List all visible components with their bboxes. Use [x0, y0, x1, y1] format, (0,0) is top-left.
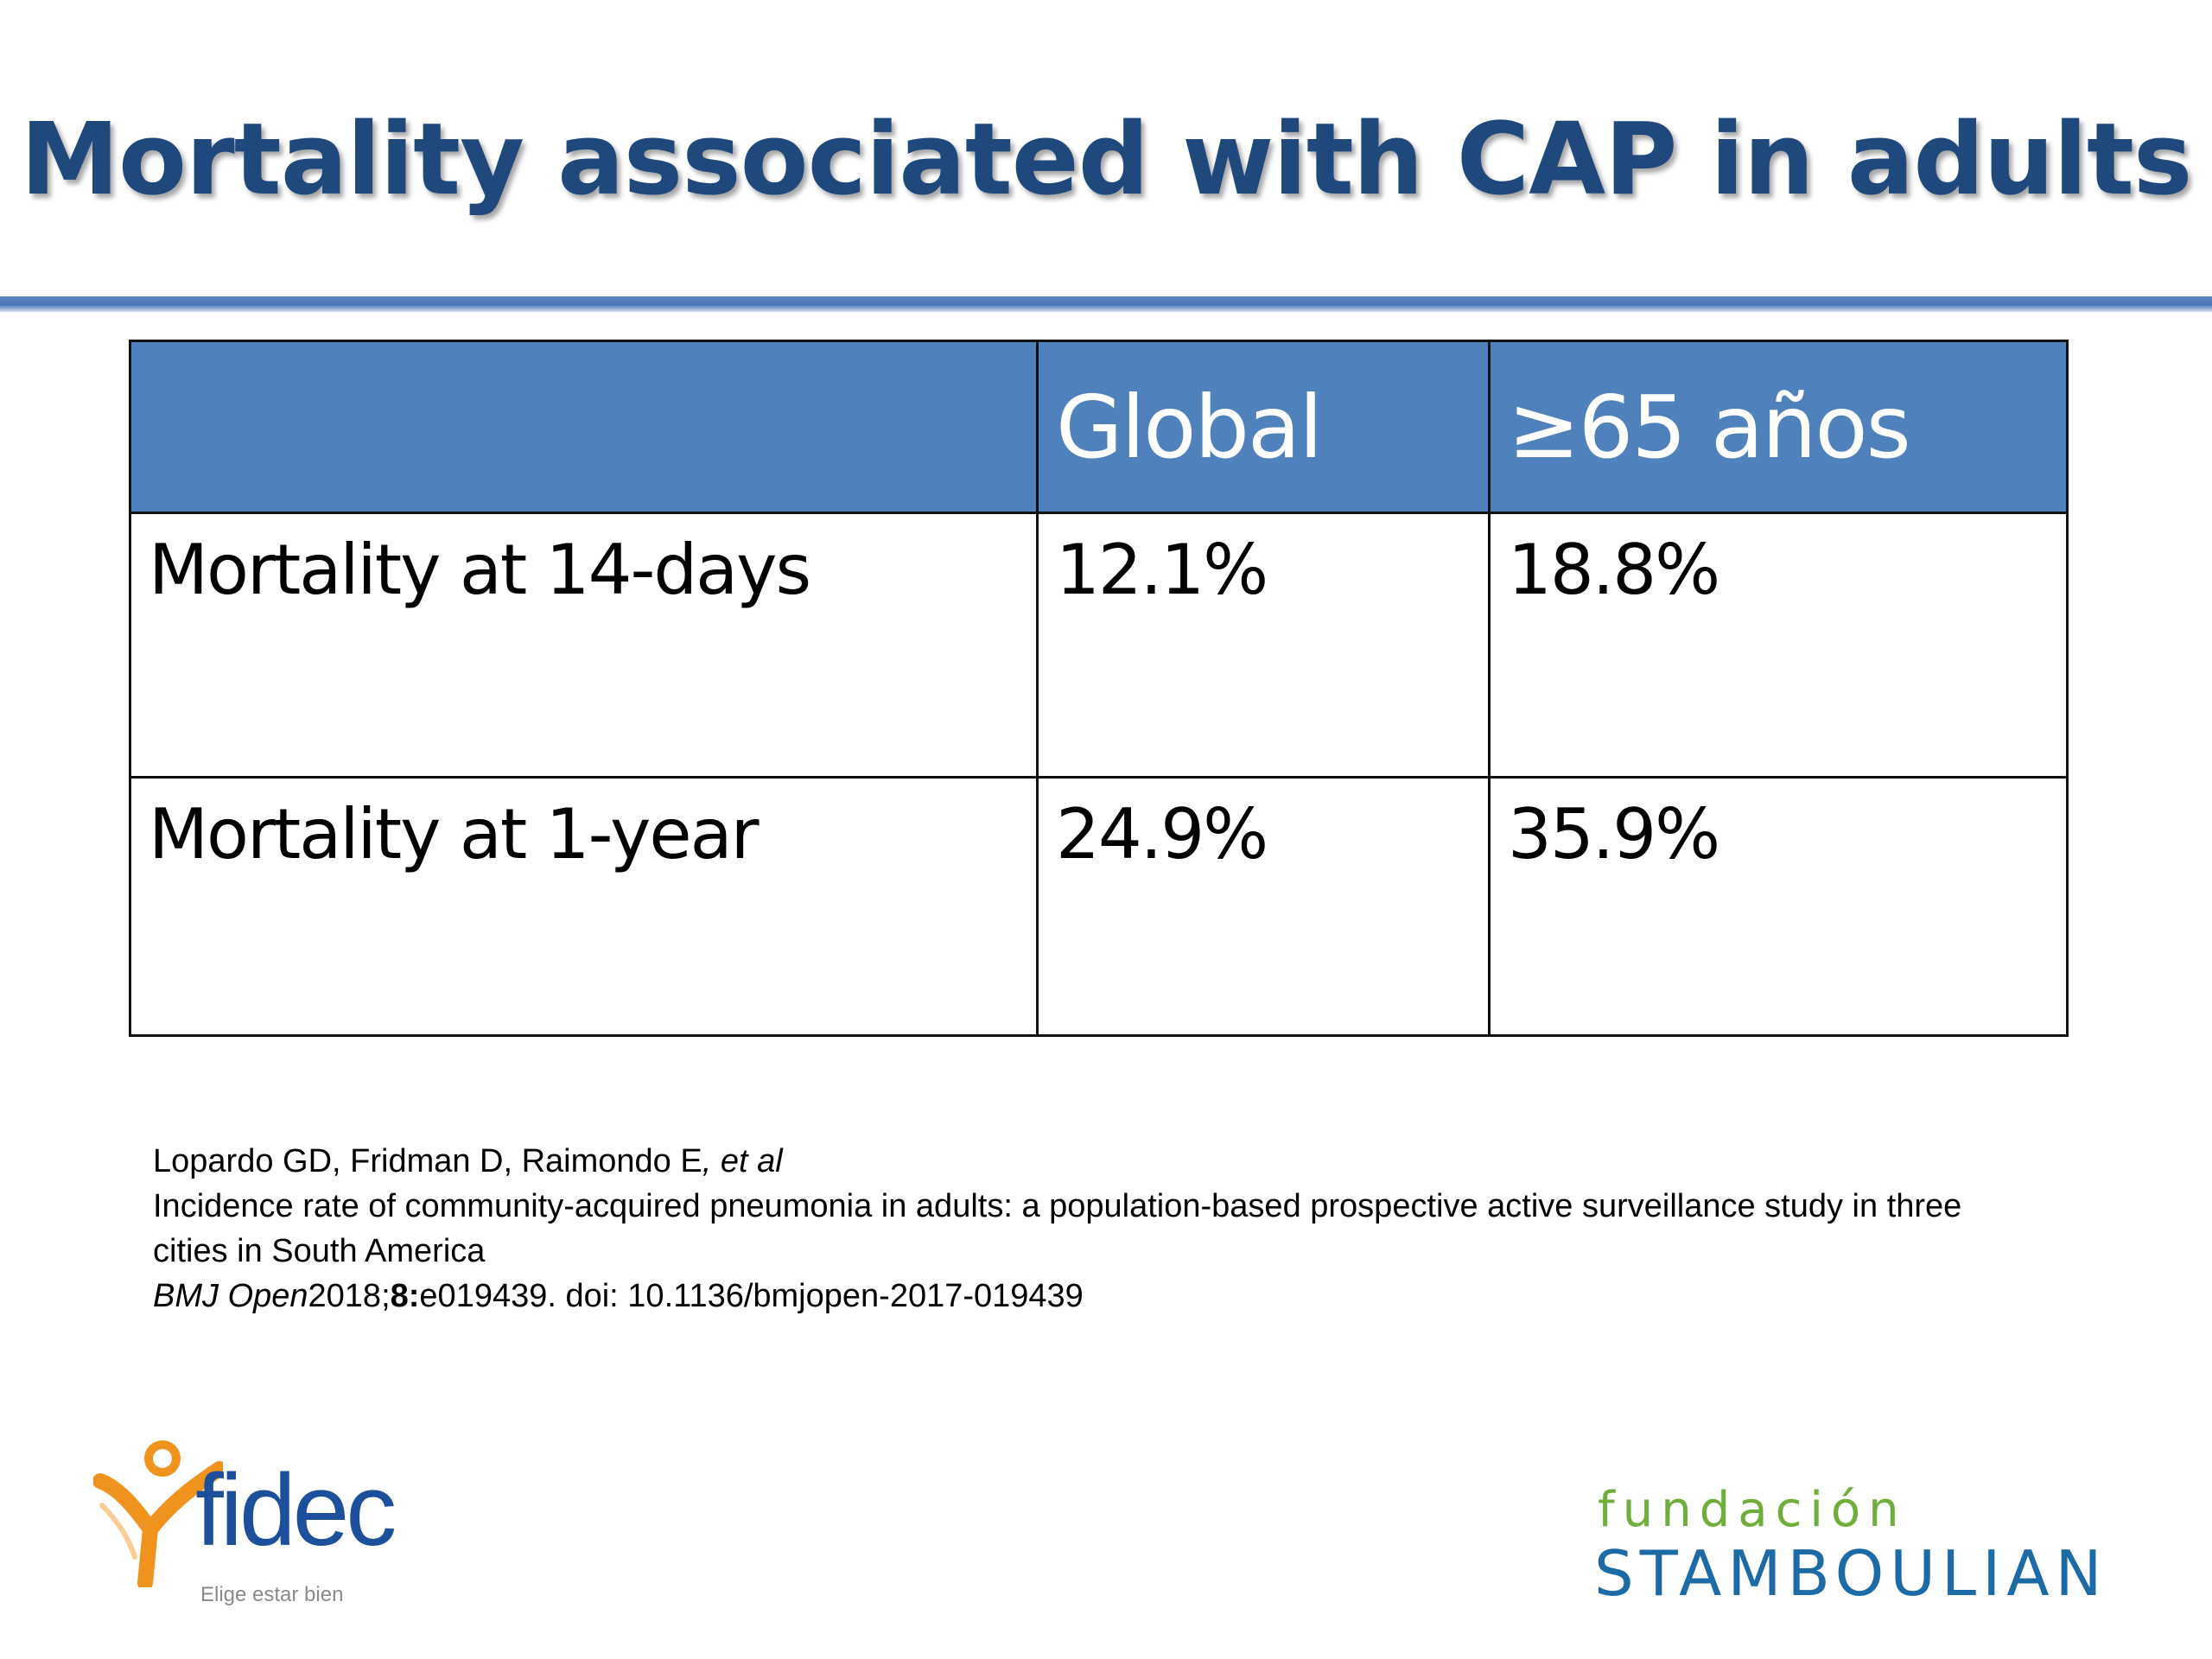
slide-title: Mortality associated with CAP in adults [20, 102, 2193, 218]
title-divider [0, 296, 2212, 312]
citation-et-al: , et al [702, 1143, 783, 1179]
fidec-wordmark: fidec [195, 1453, 397, 1567]
table-row: Mortality at 14-days 12.1% 18.8% [129, 512, 2069, 779]
citation-source-line: BMJ Open2018;8:e019439. doi: 10.1136/bmj… [153, 1274, 2011, 1319]
citation-journal: BMJ Open [153, 1278, 308, 1314]
citation-doi: e019439. doi: 10.1136/bmjopen-2017-01943… [419, 1278, 1084, 1314]
row-label: Mortality at 1-year [129, 776, 1039, 1037]
table-row: Mortality at 1-year 24.9% 35.9% [129, 776, 2069, 1037]
stamboulian-logo: fundación STAMBOULIAN [1594, 1482, 2130, 1611]
stamboulian-line2: STAMBOULIAN [1594, 1537, 2108, 1610]
citation-article-title: Incidence rate of community-acquired pne… [153, 1188, 1962, 1269]
fidec-tagline: Elige estar bien [200, 1583, 344, 1606]
header-cell-empty [129, 340, 1039, 514]
citation-volume: 8: [390, 1278, 420, 1314]
header-cell-65-plus: ≥65 años [1488, 340, 2069, 514]
mortality-table: Global ≥65 años Mortality at 14-days 12.… [129, 340, 2069, 1037]
cell-65-plus: 35.9% [1488, 776, 2069, 1037]
citation-authors-line: Lopardo GD, Fridman D, Raimondo E, et al [153, 1139, 2011, 1184]
fidec-logo: fidec Elige estar bien [93, 1436, 422, 1618]
citation-year: 2018; [308, 1278, 391, 1314]
cell-global: 24.9% [1036, 776, 1491, 1037]
person-figure-icon [93, 1440, 223, 1587]
cell-65-plus: 18.8% [1488, 512, 2069, 779]
stamboulian-line1: fundación [1598, 1482, 1907, 1538]
table-header-row: Global ≥65 años [129, 340, 2069, 514]
citation: Lopardo GD, Fridman D, Raimondo E, et al… [153, 1139, 2011, 1319]
cell-global: 12.1% [1036, 512, 1491, 779]
header-cell-global: Global [1036, 340, 1491, 514]
citation-authors: Lopardo GD, Fridman D, Raimondo E [153, 1143, 702, 1179]
row-label: Mortality at 14-days [129, 512, 1039, 779]
